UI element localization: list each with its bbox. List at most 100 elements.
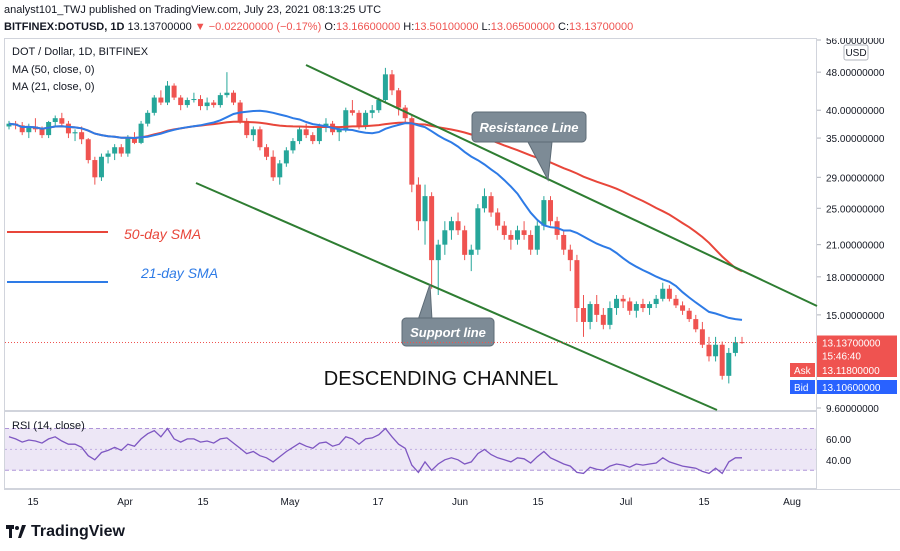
channel-label: DESCENDING CHANNEL xyxy=(324,368,558,390)
candle-body xyxy=(98,156,104,178)
candle-body xyxy=(224,92,230,96)
candle-body xyxy=(647,304,653,309)
candle-body xyxy=(92,160,98,178)
time-tick-label: 15 xyxy=(698,497,710,508)
candle-body xyxy=(607,308,613,325)
candle-body xyxy=(184,100,190,106)
price-tick-label: 21.00000000 xyxy=(826,241,885,252)
candle-body xyxy=(264,147,270,157)
open-value: 13.16600000 xyxy=(335,21,401,33)
candle-body xyxy=(574,260,580,309)
resistance-line[interactable] xyxy=(305,64,818,307)
time-tick-label: Apr xyxy=(117,497,133,508)
candle-body xyxy=(508,234,514,240)
bid-tag: Bid 13.10600000 xyxy=(790,380,897,394)
candle-body xyxy=(59,118,65,124)
candle-body xyxy=(409,118,415,185)
bid-value-bg xyxy=(817,380,897,394)
currency-box xyxy=(843,44,869,61)
candle-body xyxy=(244,120,250,136)
candle-body xyxy=(389,74,395,91)
sma50-label: 50-day SMA xyxy=(124,226,201,242)
candle-body xyxy=(673,298,679,306)
candle-body xyxy=(514,230,520,240)
candle-body xyxy=(112,147,118,154)
candle-body xyxy=(118,147,124,154)
close-label: C: xyxy=(558,21,570,33)
chart-header: analyst101_TWJ published on TradingView.… xyxy=(0,0,900,38)
price-tick-label: 15.00000000 xyxy=(826,311,885,322)
currency-badge[interactable]: USD xyxy=(843,44,869,61)
footer: TradingView xyxy=(0,517,900,551)
candle-body xyxy=(415,184,421,222)
candles xyxy=(6,67,745,384)
candle-body xyxy=(594,304,600,315)
candle-body xyxy=(191,99,197,101)
last-price-tag: 13.13700000 15:46:40 xyxy=(817,335,897,365)
rsi-pane-frame xyxy=(4,411,817,489)
support-line-trend[interactable] xyxy=(195,182,718,411)
time-tick-label: Jun xyxy=(452,497,468,508)
candle-body xyxy=(528,234,534,250)
tradingview-icon xyxy=(6,524,26,538)
candle-body xyxy=(72,132,78,134)
candle-body xyxy=(316,126,322,142)
time-tick-label: 15 xyxy=(197,497,209,508)
resistance-text: Resistance Line xyxy=(480,120,579,135)
last-price: 13.13700000 xyxy=(127,21,192,33)
last-price-tag-bg xyxy=(817,335,897,365)
candle-body xyxy=(468,249,474,255)
resistance-box xyxy=(471,111,587,143)
candle-body xyxy=(382,74,388,101)
candle-body xyxy=(547,200,553,222)
candle-body xyxy=(217,95,223,106)
candle-body xyxy=(422,196,428,222)
candle-body xyxy=(79,132,85,140)
price-chart[interactable]: 50-day SMA 21-day SMA Resistance Line Su… xyxy=(0,38,900,517)
candle-body xyxy=(257,129,263,148)
candle-body xyxy=(620,298,626,302)
candle-body xyxy=(250,129,256,136)
symbol-line: BITFINEX:DOTUSD, 1D 13.13700000 ▼ −0.022… xyxy=(4,21,633,33)
legend-title: DOT / Dollar, 1D, BITFINEX xyxy=(12,46,149,58)
time-tick-label: Jul xyxy=(620,497,633,508)
time-tick-label: 15 xyxy=(27,497,39,508)
price-tick-label: 48.00000000 xyxy=(826,68,885,79)
candle-body xyxy=(171,85,177,98)
currency-label: USD xyxy=(845,48,866,59)
candle-body xyxy=(495,212,501,226)
low-label: L: xyxy=(481,21,491,33)
candle-body xyxy=(666,288,672,299)
candle-body xyxy=(726,352,732,376)
candle-body xyxy=(534,225,540,250)
candle-body xyxy=(151,97,157,113)
price-tick-label: 18.00000000 xyxy=(826,273,885,284)
rsi-axis[interactable]: 60.00 40.00 xyxy=(826,435,851,467)
sma21-label: 21-day SMA xyxy=(140,265,218,281)
candle-body xyxy=(19,125,25,133)
price-axis[interactable]: 56.00000000 48.00000000 40.00000000 35.0000… xyxy=(817,38,885,415)
resistance-callout[interactable]: Resistance Line xyxy=(471,111,587,182)
candle-body xyxy=(739,342,745,344)
candle-body xyxy=(481,196,487,209)
support-callout[interactable]: Support line xyxy=(401,283,495,347)
support-box xyxy=(401,317,495,347)
candle-body xyxy=(336,129,342,133)
candle-body xyxy=(65,123,71,134)
symbol[interactable]: BITFINEX:DOTUSD, 1D xyxy=(4,21,125,33)
candle-body xyxy=(158,97,164,103)
candle-body xyxy=(640,304,646,309)
price-tick-label: 35.00000000 xyxy=(826,134,885,145)
candle-body xyxy=(561,234,567,250)
candle-body xyxy=(475,208,481,250)
time-tick-label: May xyxy=(281,497,300,508)
candle-body xyxy=(660,288,666,299)
candle-body xyxy=(686,310,692,320)
candle-body xyxy=(402,107,408,119)
tradingview-logo[interactable]: TradingView xyxy=(6,523,125,541)
candle-body xyxy=(138,123,144,143)
support-pointer xyxy=(417,283,433,321)
candle-body xyxy=(131,138,137,143)
time-axis[interactable]: 15 Apr 15 May 17 Jun 15 Jul 15 Aug xyxy=(27,497,800,508)
candle-body xyxy=(541,200,547,226)
